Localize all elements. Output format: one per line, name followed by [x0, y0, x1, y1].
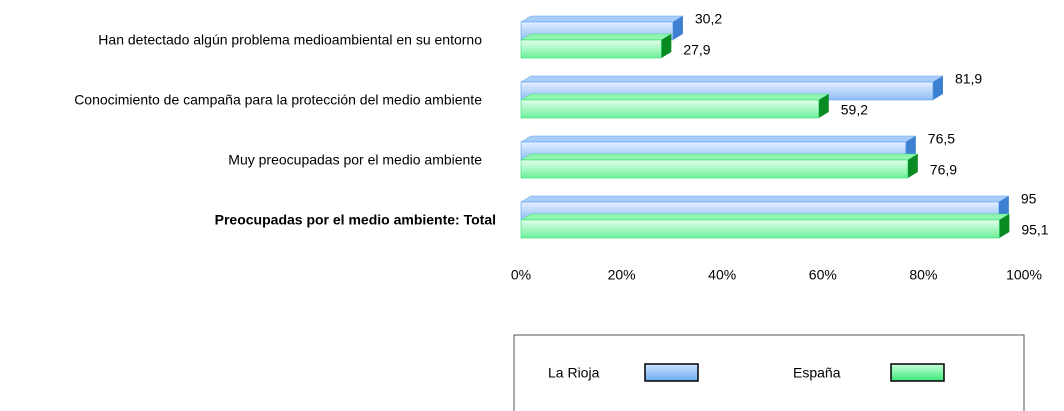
- value-label: 76,5: [928, 131, 955, 147]
- bar-side: [818, 94, 829, 118]
- bar-side: [999, 214, 1010, 238]
- x-tick-label: 40%: [708, 267, 736, 283]
- category-label: Han detectado algún problema medioambien…: [98, 32, 482, 48]
- bar-top: [520, 153, 919, 161]
- bar: [520, 99, 820, 119]
- value-label: 59,2: [841, 102, 868, 118]
- legend-label: España: [793, 365, 841, 381]
- bar-top: [520, 195, 1010, 203]
- category-label: Muy preocupadas por el medio ambiente: [228, 152, 482, 168]
- legend-label: La Rioja: [548, 365, 600, 381]
- bar-side: [932, 76, 943, 100]
- value-label: 27,9: [683, 42, 710, 58]
- bar: [520, 219, 1000, 239]
- x-tick-label: 100%: [1006, 267, 1042, 283]
- x-tick-label: 80%: [909, 267, 937, 283]
- x-tick-label: 0%: [511, 267, 531, 283]
- legend-swatch: [890, 363, 945, 382]
- bar-top: [520, 213, 1011, 221]
- x-tick-label: 60%: [809, 267, 837, 283]
- value-label: 76,9: [930, 162, 957, 178]
- bar-top: [520, 135, 917, 143]
- bar-top: [520, 75, 944, 83]
- bar-side: [661, 34, 672, 58]
- value-label: 30,2: [695, 11, 722, 27]
- bar: [520, 159, 909, 179]
- category-label: Preocupadas por el medio ambiente: Total: [215, 212, 496, 228]
- value-label: 95: [1021, 191, 1037, 207]
- bar-side: [907, 154, 918, 178]
- value-label: 95,1: [1021, 222, 1048, 238]
- bar: [520, 39, 662, 59]
- bar-top: [520, 33, 673, 41]
- bar-top: [520, 15, 684, 23]
- bar-top: [520, 93, 830, 101]
- category-label: Conocimiento de campaña para la protecci…: [74, 92, 482, 108]
- legend-swatch: [644, 363, 699, 382]
- bar-side: [672, 16, 683, 40]
- x-tick-label: 20%: [608, 267, 636, 283]
- value-label: 81,9: [955, 71, 982, 87]
